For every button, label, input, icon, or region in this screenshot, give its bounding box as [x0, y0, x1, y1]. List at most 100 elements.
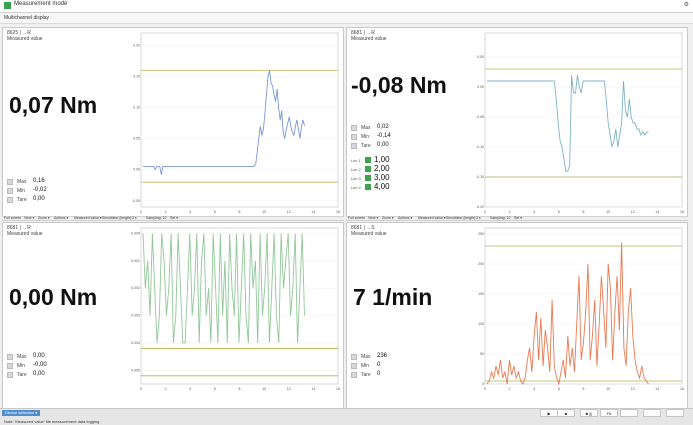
toolbar-item[interactable]: 3 s	[476, 216, 481, 220]
tare-button[interactable]	[351, 372, 357, 378]
control-button[interactable]	[643, 409, 661, 417]
y-tick-label: 0.20	[133, 43, 140, 47]
settings-icon[interactable]: ⚙	[683, 2, 689, 8]
limit-4[interactable]: Lim 4 4,00	[351, 182, 390, 191]
toolbar-item[interactable]: Set ▾	[514, 216, 522, 220]
stat-max: Max 0,02	[351, 124, 431, 133]
x-tick-label: 0	[484, 210, 486, 214]
channel-subtitle: Measured value	[351, 231, 387, 237]
x-tick-label: 16	[680, 387, 684, 391]
stats-block: Max 0,02 Min -0,14 Tare 0,00	[351, 124, 431, 151]
y-tick-label: -0.15	[476, 175, 484, 179]
current-value: -0,08 Nm	[351, 72, 447, 98]
x-tick-label: 2	[165, 210, 167, 214]
toolbar-item[interactable]: Full screen	[348, 216, 366, 220]
title-bar: Measurement mode ⚙	[0, 0, 693, 13]
tare-button[interactable]	[7, 197, 13, 203]
control-button[interactable]	[666, 409, 684, 417]
x-tick-label: 10	[262, 387, 266, 391]
reset-min-button[interactable]	[7, 363, 13, 369]
x-tick-label: 14	[311, 210, 315, 214]
toolbar-item[interactable]: Zoom ▾	[382, 216, 394, 220]
y-tick-label: 0.05	[477, 55, 484, 59]
x-tick-label: 6	[214, 387, 216, 391]
app-icon	[4, 2, 11, 9]
plot-chart-2[interactable]: 0.05 0.00 -0.05 -0.10 -0.15 -0.200 2 4 6 8 10 12 14 1…	[475, 30, 685, 216]
channel-name: 8681 | →R	[351, 30, 375, 36]
x-tick-label: 2	[165, 387, 167, 391]
reset-max-button[interactable]	[7, 354, 13, 360]
toolbar-item[interactable]: Set ▾	[170, 216, 178, 220]
current-value: 0,07 Nm	[9, 92, 98, 118]
stat-max: Max 0,00	[7, 353, 87, 362]
channel-panel-1: 8625 | →R Measured value 0,07 Nm Max 0,16…	[2, 27, 344, 217]
toolbar-item[interactable]: Zoom ▾	[38, 216, 50, 220]
y-tick-label: -0.001	[131, 259, 140, 263]
y-tick-label: 250	[478, 232, 484, 236]
plot-chart-4[interactable]: 250 200 150 100 50 00 2 4 6 8 10 12 14 16	[475, 225, 685, 393]
tare-button[interactable]	[7, 372, 13, 378]
channel-name: 8681 | →R	[7, 225, 31, 231]
control-button[interactable]: ▶	[540, 409, 558, 417]
toolbar-item[interactable]: Actions ▾	[398, 216, 413, 220]
x-tick-label: 10	[262, 210, 266, 214]
tare-button[interactable]	[351, 143, 357, 149]
reset-max-button[interactable]	[351, 354, 357, 360]
toolbar-item[interactable]: Sampling: 10	[490, 216, 511, 220]
toolbar-item[interactable]: Measured value ▾	[74, 216, 102, 220]
menu-multichannel-display[interactable]: Multichannel display	[4, 15, 50, 21]
y-tick-label: -0.004	[131, 341, 140, 345]
x-tick-label: 14	[311, 387, 315, 391]
limit-3[interactable]: Lim 3 3,00	[351, 173, 390, 182]
plot-chart-1[interactable]: 0.20 0.15 0.10 0.05 0.00 -0.05 0 2 4 6 8 10 12 14 16	[131, 30, 341, 216]
control-button[interactable]	[620, 409, 638, 417]
stat-min: Min -0,02	[7, 187, 87, 196]
stat-tare: Tare 0,00	[351, 142, 431, 151]
toolbar-item[interactable]: Full screen	[4, 216, 22, 220]
reset-min-button[interactable]	[7, 188, 13, 194]
y-tick-label: -0.002	[131, 286, 140, 290]
x-tick-label: 10	[606, 387, 610, 391]
toolbar-item[interactable]: Measured value ▾	[418, 216, 446, 220]
x-tick-label: 0	[140, 387, 142, 391]
x-tick-label: 16	[680, 210, 684, 214]
x-tick-label: 2	[509, 387, 511, 391]
series-line	[486, 242, 649, 386]
control-button[interactable]: ■	[557, 409, 575, 417]
toolbar-item[interactable]: Simulation (length):	[446, 216, 477, 220]
reset-max-button[interactable]	[351, 125, 357, 131]
x-tick-label: 4	[189, 210, 191, 214]
reset-min-button[interactable]	[351, 134, 357, 140]
control-button[interactable]: F6	[600, 409, 618, 417]
plot-chart-3[interactable]: 0.000 -0.001 -0.002 -0.003 -0.004 -0.005 0 2 4 6 8…	[131, 225, 341, 393]
x-tick-label: 0	[140, 210, 142, 214]
device-selection-button[interactable]: Device selection ▾	[2, 410, 41, 416]
toolbar-item[interactable]: View ▾	[368, 216, 379, 220]
plot-area	[140, 32, 339, 208]
y-tick-label: 0	[482, 382, 484, 386]
series-line	[143, 70, 305, 175]
control-button[interactable]: ■ |||	[580, 409, 598, 417]
reset-max-button[interactable]	[7, 179, 13, 185]
toolbar-item[interactable]: Simulation (length):	[102, 216, 133, 220]
x-tick-label: 14	[655, 387, 659, 391]
stat-tare: Tare 0,00	[7, 196, 87, 205]
x-tick-label: 4	[533, 210, 535, 214]
plot-area	[484, 32, 683, 208]
current-value: 0,00 Nm	[9, 284, 98, 310]
y-tick-label: 0.05	[133, 137, 140, 141]
x-tick-label: 12	[631, 387, 635, 391]
x-tick-label: 12	[287, 387, 291, 391]
y-tick-label: -0.003	[131, 314, 140, 318]
stat-max: Max 236	[351, 353, 431, 362]
toolbar-item[interactable]: View ▾	[24, 216, 35, 220]
limit-2[interactable]: Lim 2 2,00	[351, 164, 390, 173]
x-tick-label: 8	[239, 387, 241, 391]
panel-toolbar-2: Full screen View ▾ Zoom ▾ Actions ▾ Measured…	[346, 216, 688, 221]
toolbar-item[interactable]: 3 s	[132, 216, 137, 220]
toolbar-item[interactable]: Actions ▾	[54, 216, 69, 220]
toolbar-item[interactable]: Sampling: 10	[146, 216, 167, 220]
y-tick-label: 0.00	[477, 85, 484, 89]
reset-min-button[interactable]	[351, 363, 357, 369]
limit-1[interactable]: Lim 1 1,00	[351, 155, 390, 164]
